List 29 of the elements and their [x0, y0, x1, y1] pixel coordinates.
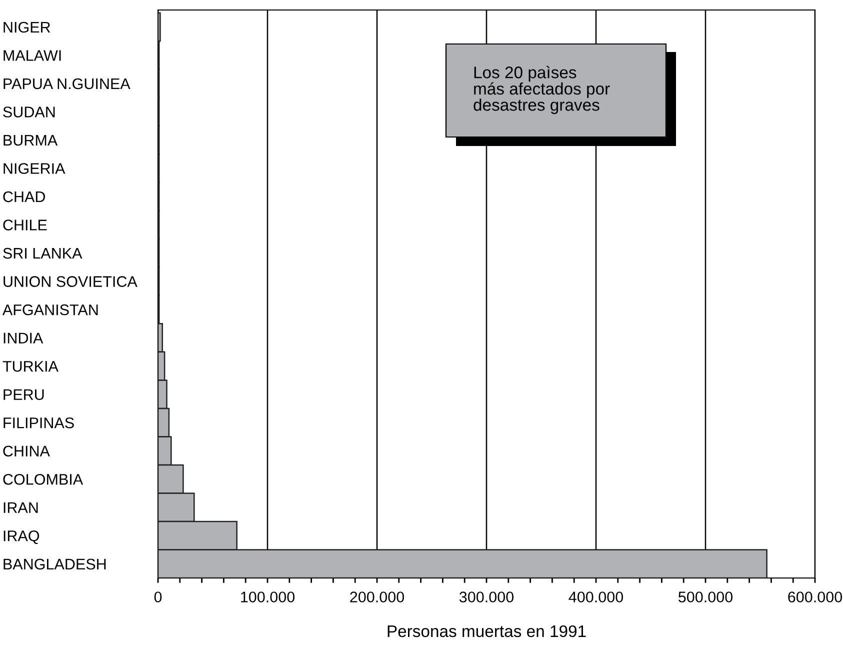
- y-tick-label: CHINA: [3, 446, 50, 457]
- y-tick-label: MALAWI: [4, 50, 61, 61]
- y-tick-label: COLOMBIA: [3, 474, 84, 485]
- y-tick-label: BURMA: [4, 135, 58, 146]
- y-tick-label: FILIPINAS: [4, 417, 74, 428]
- y-tick-label: IRAQ: [4, 530, 40, 544]
- x-tick-label: 300.000: [459, 592, 514, 602]
- annotation: Los 20 paìses más afectados por desastres graves: [474, 66, 610, 114]
- y-tick-label: SRI LANKA: [3, 248, 82, 259]
- x-tick-label: 600.000: [788, 592, 842, 602]
- x-tick-label: 200.000: [350, 592, 404, 602]
- y-tick-label: AFGANISTAN: [2, 304, 98, 316]
- y-tick-label: SUDAN: [3, 106, 55, 118]
- y-tick-label: UNION SOVIETICA: [4, 276, 138, 287]
- y-tick-label: PAPUA N.GUINEA: [4, 78, 130, 90]
- x-axis-title: Personas muertas en 1991: [388, 625, 586, 638]
- y-tick-label: IRAN: [4, 502, 38, 513]
- y-tick-label: NIGERIA: [4, 163, 66, 174]
- x-tick-label: 0: [154, 592, 162, 602]
- x-tick-label: 400.000: [568, 592, 624, 602]
- y-tick-label: CHAD: [3, 191, 46, 202]
- x-tick-label: 100.000: [241, 592, 295, 602]
- y-tick-label: PERU: [4, 389, 44, 400]
- y-tick-label: TURKIA: [2, 361, 58, 372]
- x-tick-label: 500.000: [678, 592, 733, 602]
- y-tick-label: NIGER: [4, 22, 50, 33]
- y-tick-label: BANGLADESH: [4, 558, 106, 570]
- y-tick-label: CHILE: [3, 220, 47, 230]
- y-tick-label: INDIA: [4, 332, 44, 344]
